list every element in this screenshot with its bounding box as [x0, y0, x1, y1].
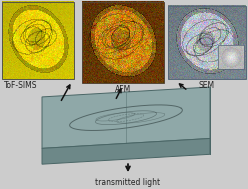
Text: SEM: SEM	[199, 81, 215, 90]
Bar	[168, 6, 246, 79]
Text: transmitted light: transmitted light	[95, 178, 160, 187]
Text: AFM: AFM	[115, 85, 131, 94]
Text: ToF-SIMS: ToF-SIMS	[4, 81, 37, 90]
Bar	[82, 2, 164, 83]
Bar	[218, 46, 244, 69]
Polygon shape	[42, 87, 210, 148]
Bar	[2, 2, 74, 79]
Polygon shape	[42, 139, 210, 164]
